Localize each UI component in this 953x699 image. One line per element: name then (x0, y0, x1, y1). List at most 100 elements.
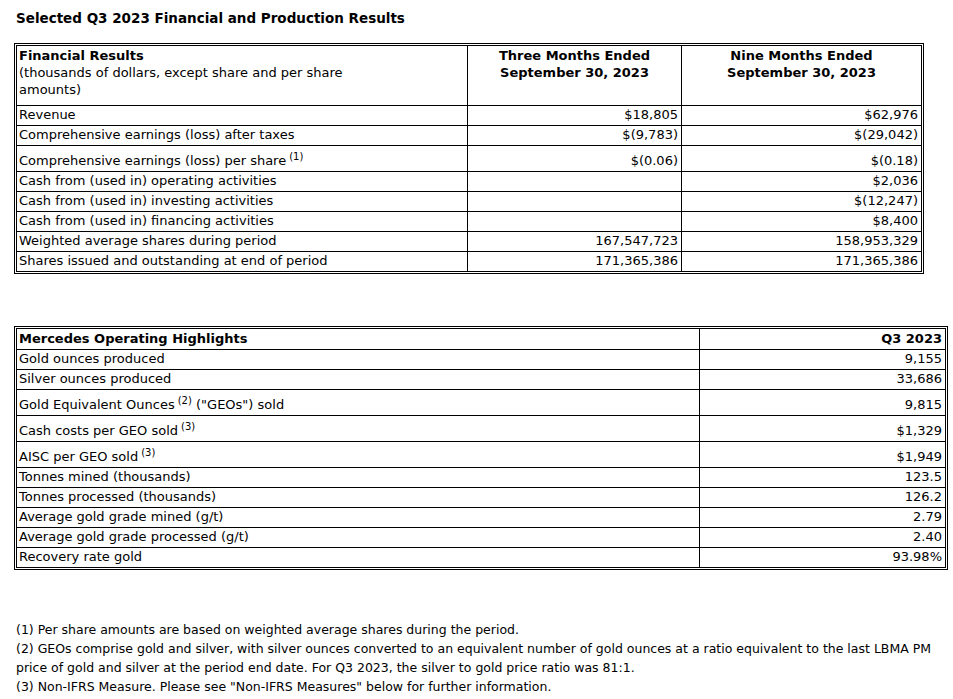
row-label: Average gold grade processed (g/t) (17, 528, 700, 548)
footnotes-section: (1) Per share amounts are based on weigh… (16, 620, 938, 696)
footnote-ref: (1) (289, 151, 303, 162)
row-label-text: Tonnes mined (thousands) (19, 469, 191, 484)
table-row: AISC per GEO sold(3) $1,949 (17, 442, 946, 468)
nine-months-value: $(29,042) (682, 126, 922, 146)
table-row: Cash from (used in) operating activities… (17, 172, 922, 192)
nine-months-header-line1: Nine Months Ended (730, 48, 872, 63)
footnote-ref: (2) (178, 395, 192, 406)
table-row: Revenue $18,805 $62,976 (17, 106, 922, 126)
period-value: 33,686 (700, 370, 946, 390)
period-value: 126.2 (700, 488, 946, 508)
nine-months-value: 171,365,386 (682, 252, 922, 272)
row-label-text: Gold Equivalent Ounces (19, 397, 175, 412)
row-label-suffix: ("GEOs") sold (192, 397, 284, 412)
nine-months-value: $(0.18) (682, 146, 922, 172)
nine-months-header-line2: September 30, 2023 (727, 65, 876, 80)
financial-header-row: Financial Results (thousands of dollars,… (17, 46, 922, 106)
row-label: Weighted average shares during period (17, 232, 468, 252)
row-label-text: Cash from (used in) financing activities (19, 213, 274, 228)
row-label-text: Comprehensive earnings (loss) after taxe… (19, 127, 294, 142)
row-label-text: Average gold grade processed (g/t) (19, 529, 249, 544)
three-months-header-line2: September 30, 2023 (500, 65, 649, 80)
row-label: Revenue (17, 106, 468, 126)
row-label-text: Weighted average shares during period (19, 233, 276, 248)
three-months-value (468, 172, 682, 192)
table-row: Comprehensive earnings (loss) after taxe… (17, 126, 922, 146)
row-label: Cash costs per GEO sold(3) (17, 416, 700, 442)
row-label-text: Average gold grade mined (g/t) (19, 509, 223, 524)
footnote-1: (1) Per share amounts are based on weigh… (16, 620, 938, 639)
nine-months-value: $2,036 (682, 172, 922, 192)
nine-months-value: $62,976 (682, 106, 922, 126)
financial-header-label-cell: Financial Results (thousands of dollars,… (17, 46, 468, 106)
period-value: 9,155 (700, 350, 946, 370)
financial-table-title: Financial Results (19, 48, 144, 63)
operating-table-title: Mercedes Operating Highlights (17, 329, 700, 350)
three-months-column-header: Three Months Ended September 30, 2023 (468, 46, 682, 106)
table-row: Recovery rate gold 93.98% (17, 548, 946, 568)
table-row: Shares issued and outstanding at end of … (17, 252, 922, 272)
period-value: 2.40 (700, 528, 946, 548)
table-row: Silver ounces produced 33,686 (17, 370, 946, 390)
document-page: Selected Q3 2023 Financial and Productio… (0, 0, 953, 696)
nine-months-column-header: Nine Months Ended September 30, 2023 (682, 46, 922, 106)
row-label: Average gold grade mined (g/t) (17, 508, 700, 528)
row-label-text: Tonnes processed (thousands) (19, 489, 216, 504)
row-label-text: Silver ounces produced (19, 371, 171, 386)
row-label-text: Cash costs per GEO sold (19, 423, 178, 438)
row-label: Cash from (used in) financing activities (17, 212, 468, 232)
row-label-text: Comprehensive earnings (loss) per share (19, 153, 286, 168)
row-label-text: Gold ounces produced (19, 351, 165, 366)
financial-results-table: Financial Results (thousands of dollars,… (14, 43, 924, 274)
operating-header-row: Mercedes Operating Highlights Q3 2023 (17, 329, 946, 350)
financial-table-subtitle-line1: (thousands of dollars, except share and … (19, 65, 343, 80)
row-label: Gold ounces produced (17, 350, 700, 370)
period-value: 2.79 (700, 508, 946, 528)
row-label: Gold Equivalent Ounces(2) ("GEOs") sold (17, 390, 700, 416)
period-column-header: Q3 2023 (700, 329, 946, 350)
period-value: 93.98% (700, 548, 946, 568)
footnote-2: (2) GEOs comprise gold and silver, with … (16, 639, 938, 677)
three-months-header-line1: Three Months Ended (499, 48, 650, 63)
period-value: $1,949 (700, 442, 946, 468)
operating-highlights-grid: Mercedes Operating Highlights Q3 2023 Go… (16, 328, 946, 568)
financial-table-subtitle-line2: amounts) (19, 82, 81, 97)
three-months-value: $18,805 (468, 106, 682, 126)
row-label-text: Revenue (19, 107, 76, 122)
table-row: Tonnes processed (thousands) 126.2 (17, 488, 946, 508)
three-months-value: 171,365,386 (468, 252, 682, 272)
nine-months-value: 158,953,329 (682, 232, 922, 252)
footnote-ref: (3) (141, 447, 155, 458)
table-row: Average gold grade mined (g/t) 2.79 (17, 508, 946, 528)
operating-highlights-table: Mercedes Operating Highlights Q3 2023 Go… (14, 326, 948, 570)
row-label-text: AISC per GEO sold (19, 449, 138, 464)
table-row: Tonnes mined (thousands) 123.5 (17, 468, 946, 488)
three-months-value: 167,547,723 (468, 232, 682, 252)
financial-results-grid: Financial Results (thousands of dollars,… (16, 45, 922, 272)
row-label-text: Cash from (used in) operating activities (19, 173, 277, 188)
row-label: Silver ounces produced (17, 370, 700, 390)
row-label: Tonnes processed (thousands) (17, 488, 700, 508)
row-label: Shares issued and outstanding at end of … (17, 252, 468, 272)
row-label: Comprehensive earnings (loss) per share(… (17, 146, 468, 172)
row-label-text: Recovery rate gold (19, 549, 142, 564)
row-label: Cash from (used in) operating activities (17, 172, 468, 192)
period-value: 9,815 (700, 390, 946, 416)
row-label: Tonnes mined (thousands) (17, 468, 700, 488)
row-label: Recovery rate gold (17, 548, 700, 568)
period-value: $1,329 (700, 416, 946, 442)
footnote-ref: (3) (181, 421, 195, 432)
footnote-3: (3) Non-IFRS Measure. Please see "Non-IF… (16, 677, 938, 696)
nine-months-value: $(12,247) (682, 192, 922, 212)
table-row: Comprehensive earnings (loss) per share(… (17, 146, 922, 172)
period-value: 123.5 (700, 468, 946, 488)
table-row: Cash from (used in) financing activities… (17, 212, 922, 232)
row-label: Cash from (used in) investing activities (17, 192, 468, 212)
row-label-text: Cash from (used in) investing activities (19, 193, 273, 208)
table-row: Gold ounces produced 9,155 (17, 350, 946, 370)
table-row: Cash from (used in) investing activities… (17, 192, 922, 212)
table-row: Weighted average shares during period 16… (17, 232, 922, 252)
row-label-text: Shares issued and outstanding at end of … (19, 253, 328, 268)
three-months-value (468, 192, 682, 212)
nine-months-value: $8,400 (682, 212, 922, 232)
